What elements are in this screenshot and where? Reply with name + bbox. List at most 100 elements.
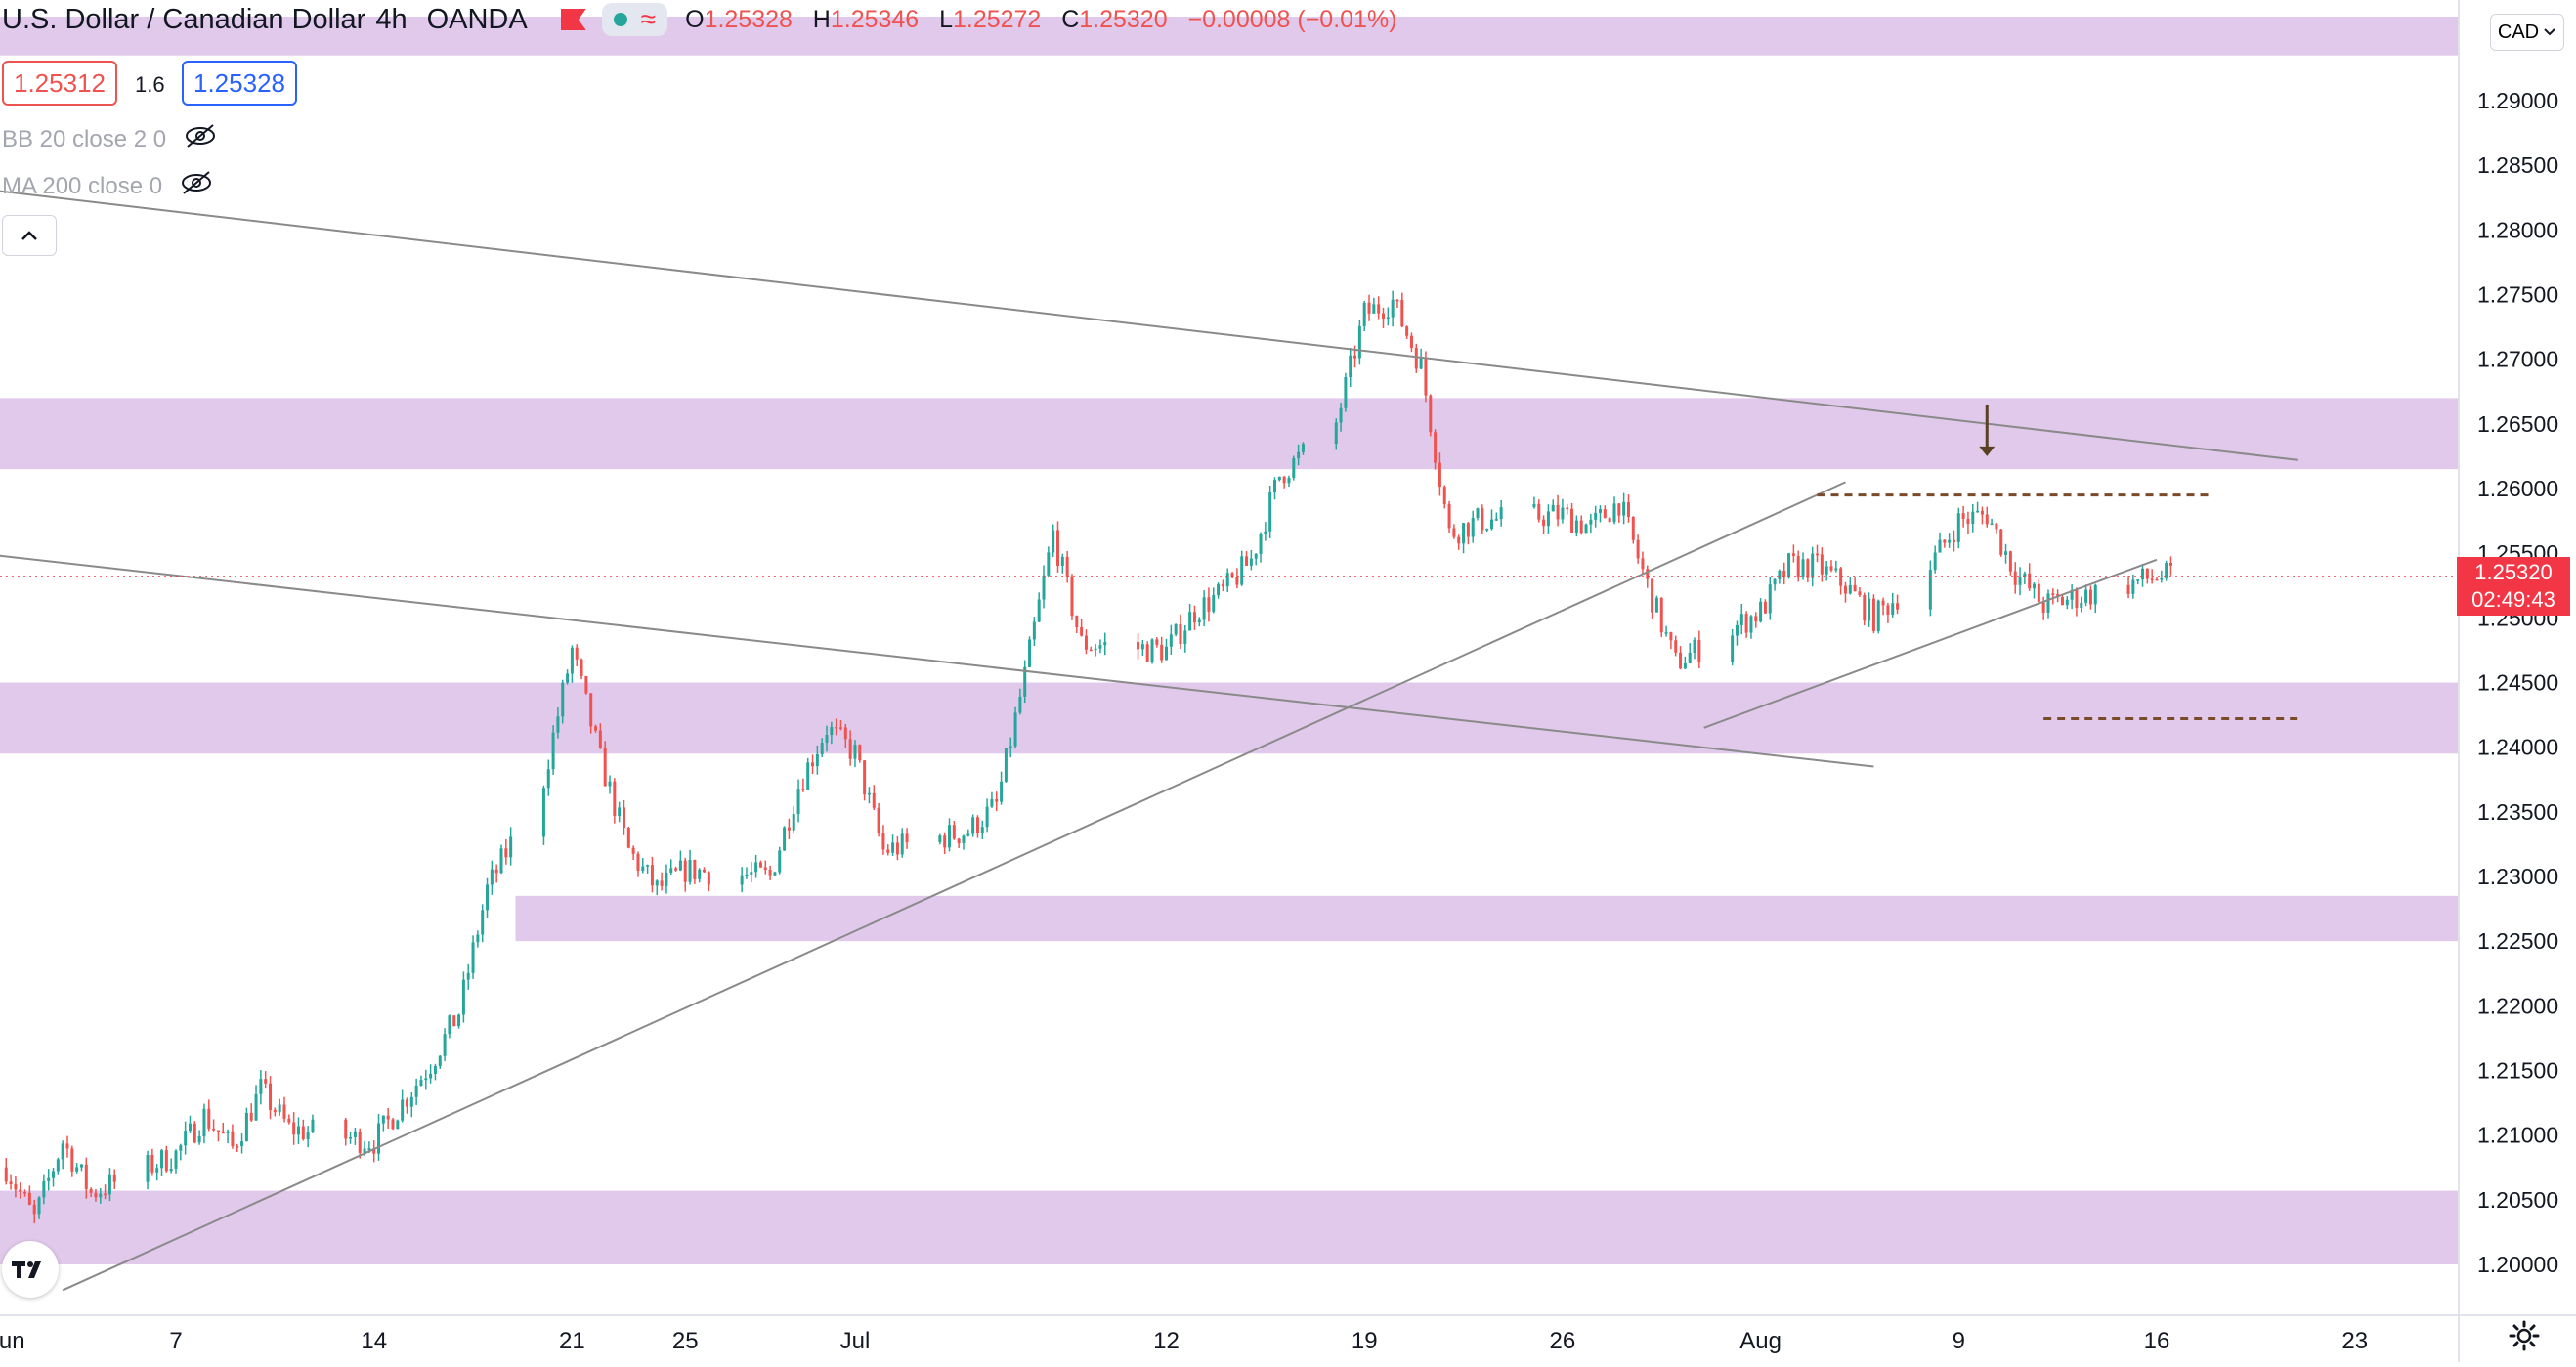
candle-body	[363, 1148, 366, 1153]
zone-4	[0, 1190, 2459, 1264]
candle-body	[1608, 518, 1611, 523]
candle-body	[2136, 579, 2140, 581]
candle-body	[1070, 576, 1074, 617]
candle-body	[835, 727, 838, 729]
candle-body	[1659, 597, 1663, 633]
candle-body	[169, 1169, 173, 1172]
candle-body	[867, 792, 871, 795]
candle-body	[401, 1099, 405, 1121]
candle-body	[886, 849, 890, 853]
candle-body	[1796, 555, 1800, 577]
indicator-ma[interactable]: MA 200 close 0	[2, 170, 213, 202]
candle-body	[1971, 511, 1975, 525]
x-tick-label: 16	[2144, 1328, 2170, 1354]
buy-button[interactable]: 1.25328	[182, 61, 297, 106]
flag-icon[interactable]	[560, 9, 586, 30]
candle-body	[546, 769, 550, 789]
candle-body	[14, 1183, 18, 1190]
candle-body	[811, 762, 815, 767]
candle-body	[2051, 593, 2055, 595]
y-tick-label: 1.23500	[2477, 799, 2558, 825]
candle-body	[1249, 558, 1253, 566]
candle-body	[1395, 299, 1399, 302]
y-tick-label: 1.21000	[2477, 1123, 2558, 1148]
eye-hidden-icon[interactable]	[180, 170, 213, 202]
indicator-ma-label: MA 200 close 0	[2, 172, 163, 199]
candle-body	[858, 745, 862, 761]
symbol-name[interactable]: U.S. Dollar / Canadian Dollar	[2, 3, 366, 35]
open-label: O	[685, 5, 705, 33]
candle-body	[1268, 492, 1272, 532]
candle-body	[678, 860, 682, 871]
candle-body	[1155, 639, 1159, 645]
low-label: L	[939, 5, 953, 33]
candle-body	[264, 1079, 268, 1084]
candle-body	[980, 827, 984, 833]
candle-body	[1103, 642, 1107, 646]
candle-body	[815, 753, 819, 767]
candle-body	[1853, 584, 1857, 592]
candle-body	[1165, 646, 1168, 661]
candle-body	[1207, 597, 1211, 612]
candle-body	[1594, 512, 1598, 520]
candle-body	[296, 1126, 300, 1135]
interval[interactable]: 4h	[375, 3, 408, 35]
indicator-bb[interactable]: BB 20 close 2 0	[2, 123, 217, 155]
candle-body	[1009, 746, 1012, 748]
candle-body	[938, 835, 942, 843]
settings-gear-icon[interactable]	[2508, 1319, 2541, 1357]
candle-body	[763, 867, 767, 871]
candle-body	[1277, 476, 1281, 481]
sell-button[interactable]: 1.25312	[2, 61, 117, 106]
candle-body	[409, 1096, 413, 1107]
candle-body	[1816, 553, 1820, 556]
candle-body	[838, 727, 842, 729]
candle-body	[419, 1080, 423, 1086]
candle-body	[202, 1108, 206, 1136]
y-tick-label: 1.28000	[2477, 217, 2558, 242]
candle-body	[1654, 597, 1658, 613]
candle-body	[1047, 552, 1051, 576]
eye-hidden-icon[interactable]	[184, 123, 217, 155]
candle-body	[962, 835, 966, 843]
candle-body	[541, 788, 545, 837]
candle-body	[367, 1148, 371, 1150]
bar-countdown: 02:49:43	[2471, 587, 2555, 612]
tradingview-logo[interactable]	[2, 1241, 59, 1298]
candle-body	[881, 833, 885, 850]
candle-body	[975, 817, 979, 833]
candle-body	[1622, 501, 1626, 516]
candle-body	[23, 1191, 27, 1194]
candle-body	[1664, 632, 1668, 634]
candle-body	[2060, 597, 2064, 606]
candle-body	[466, 972, 470, 980]
candle-body	[221, 1132, 225, 1134]
candle-body	[112, 1174, 116, 1182]
candle-body	[457, 1014, 461, 1027]
candle-body	[1192, 612, 1196, 622]
candle-body	[1641, 558, 1645, 570]
currency-button[interactable]: CAD	[2490, 14, 2564, 51]
x-tick-label: Jul	[840, 1328, 871, 1354]
y-tick-label: 1.27000	[2477, 347, 2558, 372]
delay-icon: ≈	[640, 4, 657, 34]
candle-body	[1169, 634, 1173, 647]
candle-body	[943, 835, 947, 848]
collapse-legend-button[interactable]	[2, 215, 57, 256]
candle-body	[603, 747, 607, 787]
candle-body	[995, 798, 999, 802]
candle-body	[1778, 570, 1782, 579]
candle-body	[1499, 507, 1503, 520]
candle-body	[1999, 529, 2003, 555]
candle-body	[825, 734, 829, 744]
candle-body	[1476, 508, 1480, 518]
status-pill[interactable]: ≈	[601, 3, 668, 36]
candle-body	[249, 1112, 253, 1121]
candle-body	[179, 1145, 183, 1151]
candle-body	[1174, 623, 1178, 635]
candle-body	[155, 1168, 159, 1173]
candle-body	[269, 1083, 273, 1110]
candle-body	[1603, 509, 1607, 519]
candle-body	[618, 807, 622, 817]
